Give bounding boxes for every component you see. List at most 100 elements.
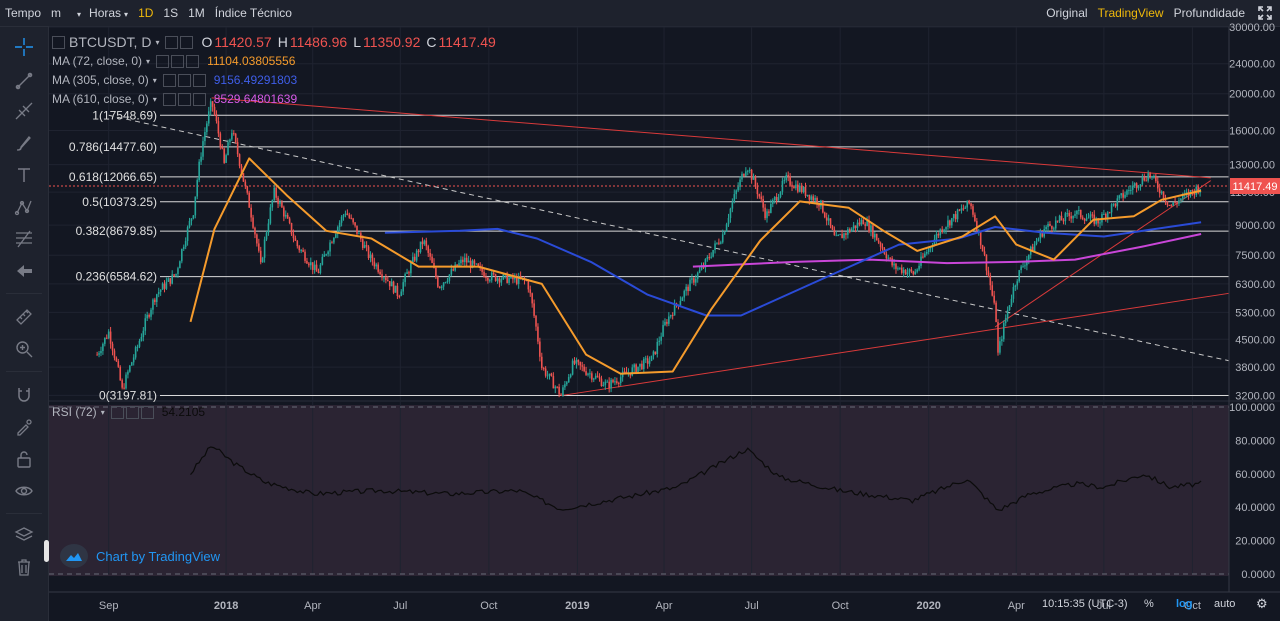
candle-body — [768, 211, 770, 213]
candle-body — [269, 207, 272, 224]
settings-icon[interactable] — [177, 73, 191, 87]
price-axis[interactable]: 30000.00 24000.00 20000.00 16000.00 13000.00… — [1228, 22, 1280, 592]
chevron-down-icon[interactable]: ▾ — [100, 407, 105, 417]
candle-body — [662, 325, 664, 337]
tradingview-brand[interactable]: Chart by TradingView — [60, 544, 220, 568]
original-view-button[interactable]: Original — [1046, 6, 1088, 20]
log-scale-button[interactable]: log — [1176, 598, 1193, 610]
candle-body — [685, 286, 687, 291]
candle-body — [1164, 198, 1167, 202]
trash-icon[interactable] — [12, 555, 36, 579]
candle-body — [1058, 215, 1061, 222]
eye-toggle-icon[interactable] — [165, 35, 179, 49]
candle-body — [566, 382, 568, 385]
tradingview-view-button[interactable]: TradingView — [1097, 6, 1164, 20]
candle-body — [188, 221, 191, 228]
interval-1d-button[interactable]: 1D — [138, 6, 154, 20]
candle-body — [997, 321, 999, 353]
pitchfork-icon[interactable] — [12, 99, 36, 123]
candle-body — [136, 346, 139, 348]
candle-body — [933, 239, 936, 246]
candle-body — [1176, 202, 1178, 204]
settings-icon[interactable] — [171, 54, 185, 68]
eye-icon[interactable] — [12, 479, 36, 503]
candle-body — [410, 262, 412, 274]
candle-body — [465, 257, 468, 263]
candle-body — [1162, 191, 1165, 199]
auto-scale-button[interactable]: auto — [1214, 598, 1236, 610]
settings-icon[interactable] — [125, 405, 139, 419]
lock-icon[interactable] — [12, 447, 36, 471]
ruler-icon[interactable] — [12, 305, 36, 329]
fullscreen-icon[interactable] — [1250, 0, 1280, 26]
candle-body — [616, 381, 618, 383]
depth-view-button[interactable]: Profundidade — [1173, 6, 1245, 20]
candle-body — [598, 377, 601, 379]
candles — [96, 98, 1201, 398]
interval-1m-button[interactable]: 1M — [188, 6, 205, 20]
minute-interval-dropdown[interactable]: m ▾ — [46, 0, 84, 26]
candle-body — [733, 194, 736, 203]
pattern-icon[interactable] — [12, 195, 36, 219]
stay-drawing-mode-icon[interactable] — [12, 415, 36, 439]
text-tool-icon[interactable] — [12, 163, 36, 187]
candle-body — [1001, 339, 1003, 342]
trend-line-icon[interactable] — [12, 69, 36, 93]
close-icon[interactable] — [192, 92, 206, 106]
candle-body — [698, 269, 701, 273]
candle-body — [548, 373, 551, 376]
settings-icon[interactable] — [177, 92, 191, 106]
candle-body — [1112, 203, 1115, 205]
toolbar-scroll-handle[interactable] — [44, 540, 49, 562]
crosshair-icon[interactable] — [12, 35, 36, 59]
eye-toggle-icon[interactable] — [110, 405, 124, 419]
candle-body — [313, 264, 316, 270]
eye-toggle-icon[interactable] — [156, 54, 170, 68]
candle-body — [951, 218, 953, 226]
candle-body — [829, 218, 832, 226]
time-axis[interactable]: Sep 2018 Apr Jul Oct 2019 Apr Jul Oct 2020 Apr Jul O… — [49, 591, 1280, 612]
eye-toggle-icon[interactable] — [162, 73, 176, 87]
candle-body — [777, 197, 780, 201]
close-icon[interactable] — [186, 54, 200, 68]
candle-body — [1062, 220, 1065, 222]
ma305-line — [384, 221, 1202, 317]
candle-body — [413, 256, 416, 261]
price-tick-label: 16000.00 — [1229, 125, 1275, 137]
gear-icon[interactable]: ⚙ — [1256, 596, 1268, 611]
candle-body — [591, 373, 593, 380]
magnet-icon[interactable] — [12, 383, 36, 407]
ma305-name[interactable]: MA (305, close, 0) — [52, 73, 149, 87]
zoom-icon[interactable] — [12, 337, 36, 361]
candle-body — [1035, 241, 1038, 245]
close-icon[interactable] — [192, 73, 206, 87]
chevron-down-icon[interactable]: ▾ — [155, 37, 160, 47]
fib-retracement-icon[interactable] — [12, 227, 36, 251]
indicators-button[interactable]: Índice Técnico — [214, 6, 292, 20]
symbol-name[interactable]: BTCUSDT, D — [69, 34, 152, 50]
close-icon[interactable] — [140, 405, 154, 419]
chevron-down-icon[interactable]: ▾ — [152, 94, 157, 104]
ma72-name[interactable]: MA (72, close, 0) — [52, 54, 143, 68]
candle-body — [256, 234, 258, 244]
chevron-down-icon[interactable]: ▾ — [152, 75, 157, 85]
layers-icon[interactable] — [12, 523, 36, 547]
chevron-down-icon[interactable]: ▾ — [146, 56, 151, 66]
arrow-left-icon[interactable] — [12, 259, 36, 283]
candle-body — [966, 200, 969, 208]
legend-toggle-icon[interactable] — [52, 35, 65, 49]
brush-icon[interactable] — [12, 131, 36, 155]
eye-toggle-icon[interactable] — [162, 92, 176, 106]
candle-body — [390, 281, 393, 287]
candle-body — [650, 355, 653, 361]
settings-icon[interactable] — [180, 35, 194, 49]
percent-scale-button[interactable]: % — [1144, 598, 1154, 610]
brand-label: Chart by TradingView — [96, 548, 221, 564]
rsi-name[interactable]: RSI (72) — [52, 405, 97, 419]
interval-1s-button[interactable]: 1S — [163, 6, 179, 20]
ma610-name[interactable]: MA (610, close, 0) — [52, 92, 149, 106]
candle-body — [325, 254, 327, 256]
hours-interval-dropdown[interactable]: Horas ▾ — [84, 0, 133, 26]
candle-body — [386, 280, 389, 282]
